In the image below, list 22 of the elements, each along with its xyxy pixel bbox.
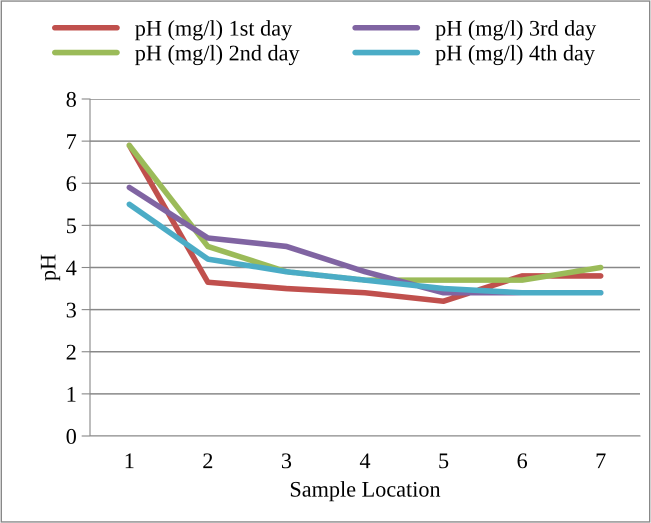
y-tick-label: 0: [66, 428, 76, 444]
y-tick-label: 8: [66, 92, 76, 107]
y-tick-label: 3: [66, 302, 76, 318]
x-axis-title: Sample Location: [290, 481, 440, 502]
x-tick-label: 7: [596, 454, 606, 468]
x-tick-label: 2: [203, 453, 212, 468]
x-tick-label: 4: [360, 453, 370, 468]
x-tick-label: 1: [126, 453, 134, 468]
y-tick-label: 5: [66, 218, 76, 234]
y-tick-label: 2: [66, 344, 76, 360]
x-tick-label: 5: [439, 454, 448, 468]
y-tick-label: 1: [68, 386, 76, 402]
x-tick-label: 3: [282, 453, 292, 468]
legend-label: pH (mg/l) 3rd day: [435, 20, 596, 40]
x-tick-label: 6: [518, 453, 528, 468]
y-axis-title: pH: [40, 254, 60, 281]
legend-label: pH (mg/l) 4th day: [435, 44, 595, 66]
legend-label: pH (mg/l) 1st day: [135, 20, 292, 40]
y-tick-label: 7: [67, 134, 76, 149]
legend-label: pH (mg/l) 2nd day: [135, 44, 300, 66]
y-tick-label: 6: [66, 176, 76, 192]
y-tick-label: 4: [66, 260, 76, 276]
